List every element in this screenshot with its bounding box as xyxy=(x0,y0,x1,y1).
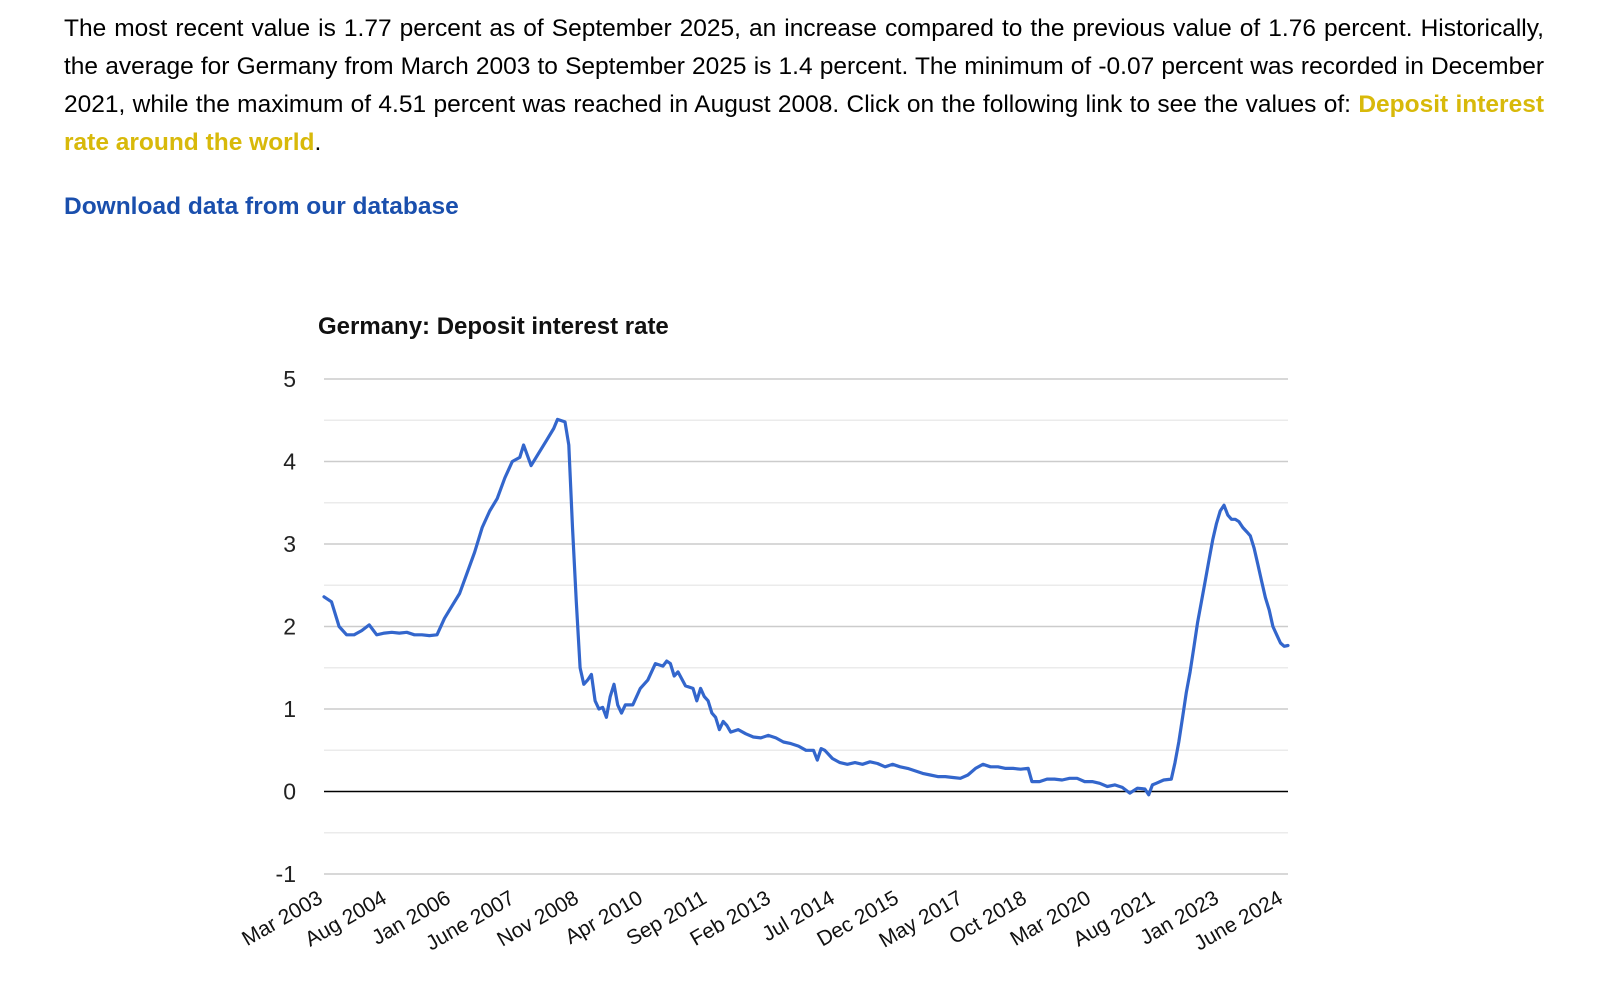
y-tick-label: 0 xyxy=(283,779,296,805)
chart-title: Germany: Deposit interest rate xyxy=(318,313,669,340)
y-tick-label: 1 xyxy=(283,696,296,722)
y-axis-ticks: 5 4 3 2 1 0 -1 xyxy=(276,366,297,887)
summary-period: . xyxy=(314,129,322,156)
summary-paragraph: The most recent value is 1.77 percent as… xyxy=(64,10,1544,162)
series-line-germany xyxy=(322,417,1290,797)
y-tick-label: 5 xyxy=(283,366,296,392)
world-rates-link[interactable]: Deposit interest rate around the world xyxy=(64,91,1544,156)
y-tick-label: 2 xyxy=(283,614,296,640)
download-data-link[interactable]: Download data from our database xyxy=(64,193,459,220)
y-tick-label: 3 xyxy=(283,531,296,557)
summary-text: The most recent value is 1.77 percent as… xyxy=(64,15,1544,118)
major-gridlines xyxy=(324,378,1288,875)
minor-gridlines xyxy=(324,419,1288,834)
y-tick-label: -1 xyxy=(276,861,296,887)
y-tick-label: 4 xyxy=(283,449,296,475)
